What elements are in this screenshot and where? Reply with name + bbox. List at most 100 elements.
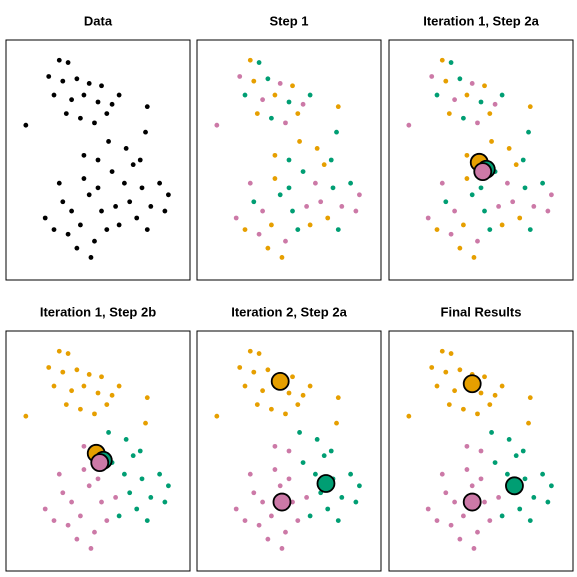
point bbox=[95, 157, 101, 163]
point bbox=[297, 139, 302, 144]
point bbox=[443, 78, 449, 84]
centroid bbox=[462, 492, 482, 512]
point bbox=[339, 495, 345, 500]
point bbox=[116, 222, 122, 228]
point bbox=[74, 245, 80, 251]
point bbox=[290, 83, 295, 89]
point bbox=[328, 448, 334, 454]
point bbox=[540, 471, 545, 477]
point bbox=[214, 413, 220, 419]
point bbox=[265, 76, 271, 82]
point bbox=[469, 81, 475, 86]
point bbox=[475, 120, 480, 126]
point bbox=[334, 420, 339, 426]
point bbox=[406, 122, 412, 128]
point bbox=[269, 513, 274, 519]
point bbox=[510, 199, 516, 205]
point bbox=[144, 104, 150, 110]
point bbox=[143, 420, 148, 426]
point bbox=[86, 483, 92, 489]
point bbox=[448, 60, 454, 65]
point bbox=[520, 448, 526, 454]
point bbox=[99, 374, 104, 380]
point bbox=[286, 157, 292, 163]
point bbox=[65, 231, 71, 237]
point bbox=[99, 83, 104, 89]
point bbox=[86, 192, 92, 198]
point bbox=[527, 518, 533, 523]
point bbox=[95, 99, 101, 105]
point bbox=[505, 471, 510, 477]
point bbox=[482, 374, 487, 380]
point bbox=[162, 208, 168, 214]
centroid bbox=[462, 374, 482, 394]
point bbox=[353, 208, 359, 214]
point bbox=[425, 506, 431, 512]
point bbox=[482, 499, 487, 505]
point bbox=[277, 81, 283, 86]
point bbox=[65, 60, 71, 65]
point bbox=[307, 513, 313, 519]
point bbox=[104, 111, 110, 116]
point bbox=[23, 122, 29, 128]
point bbox=[286, 99, 292, 105]
point bbox=[242, 518, 248, 523]
point bbox=[92, 411, 97, 417]
point bbox=[307, 222, 313, 228]
point bbox=[499, 222, 505, 228]
point bbox=[65, 522, 71, 528]
point bbox=[86, 81, 92, 86]
point bbox=[286, 185, 292, 191]
point bbox=[334, 129, 339, 135]
point bbox=[304, 204, 309, 209]
point bbox=[290, 499, 295, 505]
point bbox=[233, 215, 239, 221]
point bbox=[499, 92, 505, 98]
point bbox=[81, 92, 87, 98]
point bbox=[446, 402, 452, 407]
point bbox=[23, 413, 29, 419]
point bbox=[517, 215, 523, 221]
point bbox=[300, 101, 306, 107]
point bbox=[106, 139, 111, 144]
point bbox=[469, 483, 475, 489]
point bbox=[295, 227, 301, 233]
point bbox=[304, 495, 309, 500]
point bbox=[247, 471, 253, 477]
point bbox=[446, 111, 452, 116]
point bbox=[307, 383, 313, 389]
point bbox=[478, 99, 484, 105]
point bbox=[99, 208, 104, 214]
point bbox=[254, 111, 260, 116]
point bbox=[65, 351, 71, 356]
point bbox=[457, 367, 463, 373]
point bbox=[531, 495, 537, 500]
point bbox=[46, 74, 52, 79]
point bbox=[272, 152, 278, 158]
point bbox=[81, 383, 87, 389]
point bbox=[279, 546, 285, 551]
point bbox=[260, 97, 265, 103]
point bbox=[69, 499, 74, 505]
centroid bbox=[473, 162, 493, 182]
point bbox=[314, 146, 320, 151]
point bbox=[109, 392, 115, 398]
point bbox=[137, 448, 143, 454]
point bbox=[429, 365, 435, 370]
point bbox=[74, 367, 80, 373]
point bbox=[526, 420, 531, 426]
point bbox=[51, 92, 57, 98]
point bbox=[443, 369, 449, 375]
point bbox=[272, 176, 278, 181]
point bbox=[260, 208, 265, 214]
point bbox=[78, 406, 83, 412]
point bbox=[464, 92, 470, 98]
point bbox=[492, 101, 498, 107]
point bbox=[256, 522, 262, 528]
point bbox=[134, 506, 140, 512]
panel-frame bbox=[388, 330, 574, 572]
point bbox=[214, 122, 220, 128]
point bbox=[116, 92, 122, 98]
point bbox=[157, 180, 163, 186]
point bbox=[357, 192, 362, 198]
